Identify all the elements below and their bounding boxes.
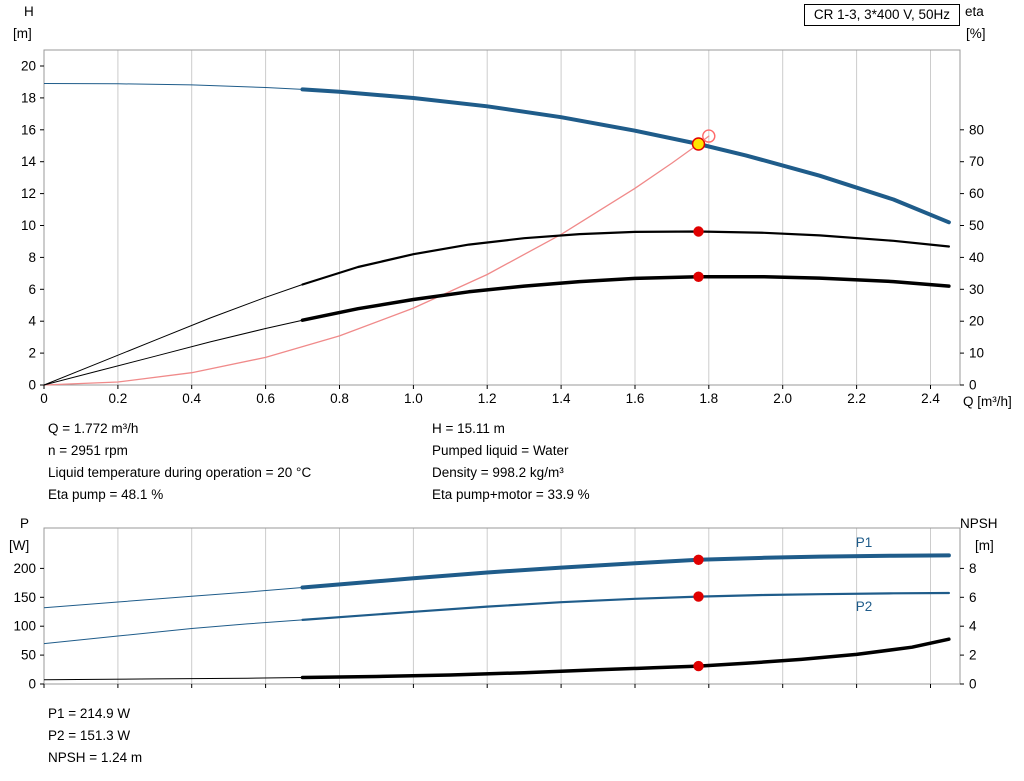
plot-frame: [43, 49, 961, 386]
left-tick-label: 150: [13, 590, 36, 605]
x-tick-label: 1.4: [552, 391, 571, 406]
npsh-axis-label: NPSH: [960, 516, 998, 531]
p-axis-label: P: [20, 516, 30, 531]
info-q: Q = 1.772 m³/h: [48, 421, 139, 436]
p2-curve-thin: [43, 619, 303, 645]
npsh-curve[interactable]: [300, 637, 951, 680]
p1-curve-thin: [43, 587, 303, 609]
p1-duty-point[interactable]: [693, 554, 704, 565]
right-tick-label: 30: [969, 282, 984, 297]
left-tick-label: 100: [13, 619, 36, 634]
x-tick-label: 1.6: [626, 391, 645, 406]
pump-title-box: CR 1-3, 3*400 V, 50Hz: [803, 4, 960, 26]
npsh-duty-point[interactable]: [693, 660, 704, 672]
right-tick-label: 6: [969, 590, 977, 605]
eta-axis-label: eta: [965, 4, 984, 19]
info-speed: n = 2951 rpm: [48, 443, 128, 458]
right-tick-label: 10: [969, 346, 984, 361]
right-tick-label: 70: [969, 154, 984, 169]
info-density: Density = 998.2 kg/m³: [432, 465, 564, 480]
h-axis-unit: [m]: [13, 26, 32, 41]
pump-curve-thin: [43, 83, 303, 90]
p2-curve[interactable]: [301, 591, 950, 621]
left-tick-label: 10: [21, 218, 36, 233]
left-tick-label: 4: [28, 314, 36, 329]
right-tick-label: 50: [969, 218, 984, 233]
x-tick-label: 2.2: [847, 391, 866, 406]
info-p1: P1 = 214.9 W: [48, 706, 131, 721]
p1-curve-label: P1: [856, 535, 873, 550]
left-tick-label: 20: [21, 59, 36, 74]
p1-curve[interactable]: [300, 553, 951, 590]
info-eta-pump-motor: Eta pump+motor = 33.9 %: [432, 487, 590, 502]
info-p2: P2 = 151.3 W: [48, 728, 131, 743]
p-axis-unit: [W]: [9, 538, 30, 553]
requested-duty-point[interactable]: [702, 129, 716, 143]
x-tick-label: 0.4: [182, 391, 201, 406]
p2-duty-point[interactable]: [693, 591, 704, 602]
q-axis-label: Q [m³/h]: [963, 394, 1012, 409]
eta-pump-motor-duty-point[interactable]: [693, 271, 704, 282]
plot-frame: [43, 527, 961, 685]
x-tick-label: 0.8: [330, 391, 349, 406]
left-tick-label: 14: [21, 154, 37, 169]
info-h: H = 15.11 m: [432, 421, 505, 436]
pump-curve[interactable]: [300, 87, 951, 225]
right-tick-label: 0: [969, 677, 977, 692]
left-tick-label: 6: [28, 282, 36, 297]
left-tick-label: 12: [21, 186, 36, 201]
x-tick-label: 1.8: [699, 391, 718, 406]
eta-pump-motor-curve[interactable]: [300, 275, 951, 322]
duty-point[interactable]: [691, 137, 706, 151]
left-tick-label: 50: [21, 648, 36, 663]
left-tick-label: 8: [28, 250, 36, 265]
left-tick-label: 2: [28, 346, 36, 361]
right-tick-label: 0: [969, 378, 977, 393]
p2-curve-label: P2: [856, 599, 873, 614]
eta-axis-unit: [%]: [966, 26, 986, 41]
x-tick-label: 1.2: [478, 391, 497, 406]
x-tick-label: 0: [40, 391, 48, 406]
x-tick-label: 0.2: [109, 391, 128, 406]
info-liquid-temp: Liquid temperature during operation = 20…: [48, 465, 312, 480]
h-axis-label: H: [24, 4, 34, 19]
right-tick-label: 60: [969, 186, 984, 201]
left-tick-label: 200: [13, 561, 36, 576]
eta-pump-duty-point[interactable]: [693, 226, 704, 237]
left-tick-label: 18: [21, 90, 36, 105]
npsh-axis-unit: [m]: [975, 538, 994, 553]
npsh-curve-thin: [43, 677, 303, 681]
x-tick-label: 0.6: [256, 391, 275, 406]
eta-pump-motor-curve-thin: [43, 319, 303, 386]
x-tick-label: 2.0: [773, 391, 792, 406]
left-tick-label: 16: [21, 122, 36, 137]
right-tick-label: 80: [969, 122, 984, 137]
eta-pump-curve-thin: [43, 284, 303, 386]
right-tick-label: 8: [969, 561, 977, 576]
left-tick-label: 0: [28, 677, 36, 692]
right-tick-label: 4: [969, 619, 977, 634]
right-tick-label: 40: [969, 250, 984, 265]
left-tick-label: 0: [28, 378, 36, 393]
x-tick-label: 1.0: [404, 391, 423, 406]
info-eta-pump: Eta pump = 48.1 %: [48, 487, 164, 502]
system-curve[interactable]: [43, 135, 710, 386]
right-tick-label: 2: [969, 648, 977, 663]
eta-pump-curve[interactable]: [301, 230, 950, 286]
info-pumped-liquid: Pumped liquid = Water: [432, 443, 569, 458]
right-tick-label: 20: [969, 314, 984, 329]
x-tick-label: 2.4: [921, 391, 940, 406]
info-npsh: NPSH = 1.24 m: [48, 750, 143, 765]
